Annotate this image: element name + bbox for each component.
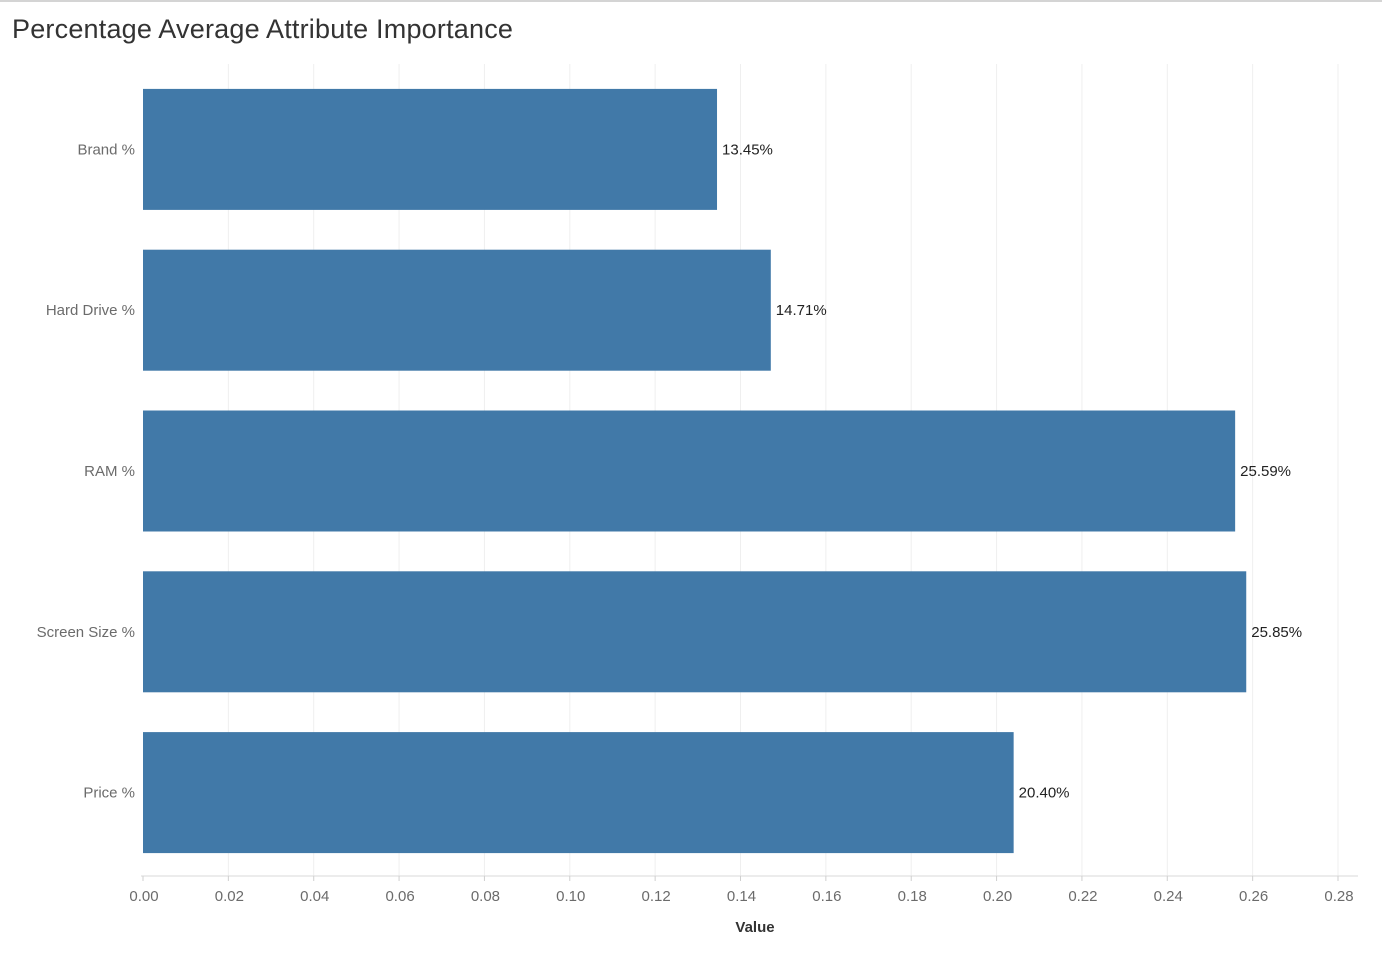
data-label: 13.45%	[722, 141, 773, 158]
chart-title: Percentage Average Attribute Importance	[12, 14, 514, 44]
x-axis-title: Value	[735, 919, 774, 936]
data-labels: 13.45% 14.71% 25.59% 25.85% 20.40%	[722, 141, 1302, 801]
bar	[143, 410, 1236, 532]
tick-label: 0.24	[1154, 888, 1183, 905]
tick-label: 0.04	[300, 888, 329, 905]
tick-label: 0.06	[385, 888, 414, 905]
category-label: Screen Size %	[37, 624, 135, 641]
bar	[143, 249, 771, 371]
tick-label: 0.10	[556, 888, 585, 905]
tick-label: 0.16	[812, 888, 841, 905]
tick-label: 0.26	[1239, 888, 1268, 905]
tick-label: 0.20	[983, 888, 1012, 905]
tick-label: 0.08	[471, 888, 500, 905]
tick-label: 0.18	[898, 888, 927, 905]
data-label: 25.85%	[1251, 624, 1302, 641]
tick-label: 0.22	[1068, 888, 1097, 905]
data-label: 25.59%	[1240, 463, 1291, 480]
bar	[143, 88, 718, 210]
category-labels: Brand % Hard Drive % RAM % Screen Size % Pri…	[37, 141, 135, 801]
tick-label: 0.00	[129, 888, 158, 905]
category-label: Price %	[83, 785, 135, 802]
category-label: Brand %	[77, 141, 135, 158]
tick-label: 0.02	[215, 888, 244, 905]
category-label: Hard Drive %	[46, 302, 135, 319]
x-axis-ticks: 0.00 0.02 0.04 0.06 0.08 0.10 0.12 0.14 0.16 0.18…	[129, 876, 1354, 905]
tick-label: 0.28	[1324, 888, 1353, 905]
category-label: RAM %	[84, 463, 135, 480]
top-divider	[0, 0, 1382, 2]
bars	[143, 88, 1247, 854]
bar	[143, 732, 1014, 854]
bar	[143, 571, 1247, 693]
tick-label: 0.14	[727, 888, 756, 905]
data-label: 14.71%	[776, 302, 827, 319]
tick-label: 0.12	[642, 888, 671, 905]
data-label: 20.40%	[1019, 785, 1070, 802]
